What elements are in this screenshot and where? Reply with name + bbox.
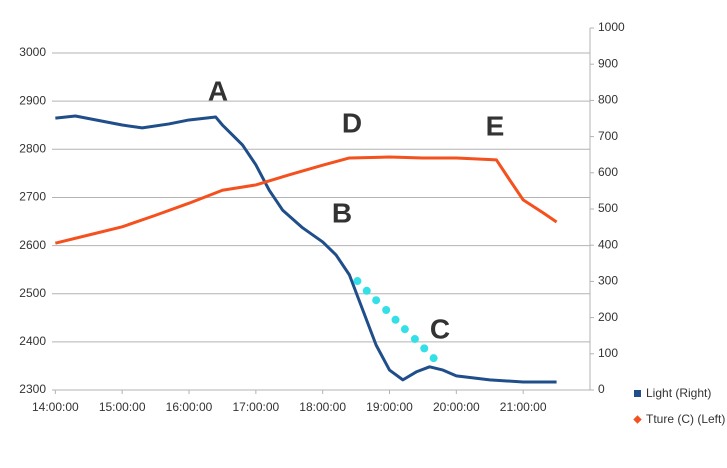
x-tick-label: 15:00:00 bbox=[99, 400, 146, 414]
legend: Light (Right) Tture (C) (Left) bbox=[633, 386, 726, 438]
series-line bbox=[54, 155, 558, 245]
legend-item: Light (Right) bbox=[634, 386, 726, 400]
annotation: A bbox=[208, 75, 228, 106]
x-tick-label: 19:00:00 bbox=[366, 400, 413, 414]
y-tick-label: 2900 bbox=[19, 93, 46, 107]
y2-tick-label: 700 bbox=[598, 129, 618, 143]
dot bbox=[410, 334, 419, 343]
annotation: C bbox=[430, 313, 450, 344]
x-tick-label: 21:00:00 bbox=[500, 400, 547, 414]
y2-tick-label: 100 bbox=[598, 346, 618, 360]
y2-tick-label: 200 bbox=[598, 310, 618, 324]
dot bbox=[420, 344, 429, 353]
annotation: D bbox=[342, 107, 362, 138]
y2-tick-label: 1000 bbox=[598, 20, 625, 34]
x-tick-label: 20:00:00 bbox=[433, 400, 480, 414]
dot bbox=[391, 315, 400, 324]
y-tick-label: 2700 bbox=[19, 190, 46, 204]
y-tick-label: 2400 bbox=[19, 334, 46, 348]
x-tick-label: 17:00:00 bbox=[232, 400, 279, 414]
y2-tick-label: 300 bbox=[598, 274, 618, 288]
dot bbox=[362, 286, 371, 295]
dot bbox=[400, 325, 409, 334]
legend-swatch bbox=[633, 415, 642, 424]
x-tick-label: 14:00:00 bbox=[32, 400, 79, 414]
dot bbox=[429, 354, 438, 363]
legend-item: Tture (C) (Left) bbox=[633, 412, 726, 426]
y2-tick-label: 600 bbox=[598, 165, 618, 179]
y2-tick-label: 500 bbox=[598, 201, 618, 215]
x-tick-label: 16:00:00 bbox=[166, 400, 213, 414]
y2-tick-label: 800 bbox=[598, 93, 618, 107]
y2-tick-label: 900 bbox=[598, 56, 618, 70]
y2-tick-label: 0 bbox=[598, 382, 605, 396]
legend-label: Light (Right) bbox=[646, 386, 712, 400]
plot: 2300 2400 2500 2600 2700 2800 2900 3000 0 100 200 3… bbox=[19, 20, 625, 414]
dot bbox=[372, 296, 381, 305]
annotation: B bbox=[332, 197, 352, 228]
y-tick-label: 2800 bbox=[19, 141, 46, 155]
y-tick-label: 2500 bbox=[19, 286, 46, 300]
y-tick-label: 3000 bbox=[19, 45, 46, 59]
x-tick-label: 18:00:00 bbox=[299, 400, 346, 414]
annotation: E bbox=[486, 110, 505, 141]
series-line bbox=[55, 114, 557, 384]
legend-label: Tture (C) (Left) bbox=[646, 412, 726, 426]
y-tick-label: 2300 bbox=[19, 382, 46, 396]
dot bbox=[382, 305, 391, 314]
legend-swatch bbox=[634, 390, 641, 397]
y-tick-label: 2600 bbox=[19, 238, 46, 252]
y2-tick-label: 400 bbox=[598, 237, 618, 251]
dot bbox=[353, 277, 362, 286]
